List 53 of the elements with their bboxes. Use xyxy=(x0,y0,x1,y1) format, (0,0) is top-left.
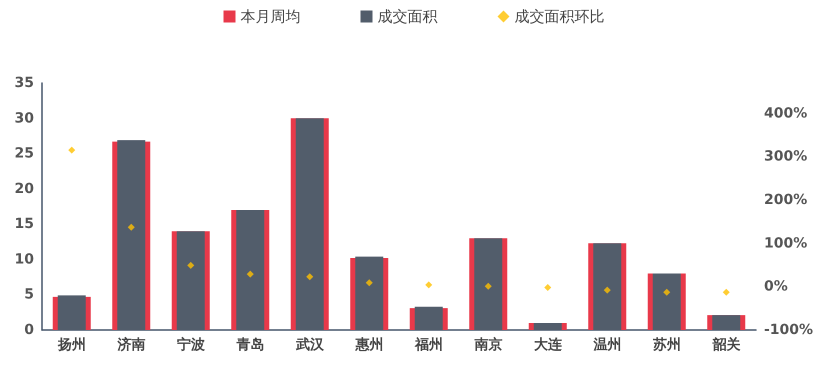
y2-tick-label: 400% xyxy=(764,105,808,122)
y-tick-label: 5 xyxy=(24,286,34,303)
bar xyxy=(414,306,443,330)
x-tick-label: 济南 xyxy=(116,336,146,353)
x-tick-label: 南京 xyxy=(473,336,502,353)
y2-tick-label: 200% xyxy=(764,192,808,208)
x-tick-label: 苏州 xyxy=(652,337,681,353)
bar xyxy=(355,256,384,330)
x-tick-label: 惠州 xyxy=(354,337,384,353)
point xyxy=(663,288,670,296)
y-tick-label: 30 xyxy=(14,110,34,126)
y-tick-label: 25 xyxy=(14,146,34,162)
y-tick-label: 35 xyxy=(14,75,34,91)
x-tick-label: 宁波 xyxy=(176,336,205,353)
x-tick-label: 青岛 xyxy=(235,337,264,353)
legend-label: 成交面积 xyxy=(378,8,438,26)
point xyxy=(187,262,194,269)
point xyxy=(722,288,730,296)
x-tick-label: 武汉 xyxy=(294,337,325,353)
legend-label: 本月周均 xyxy=(240,8,300,26)
bar xyxy=(117,140,146,330)
bar xyxy=(652,274,681,330)
point xyxy=(544,284,552,292)
bar xyxy=(236,210,264,330)
point xyxy=(68,146,76,154)
point xyxy=(425,281,432,288)
y-tick-label: 15 xyxy=(14,216,34,232)
bar xyxy=(176,231,205,330)
point xyxy=(604,286,611,294)
y-tick-label: 20 xyxy=(14,180,34,197)
y2-tick-label: 0% xyxy=(764,278,788,295)
x-tick-label: 韶关 xyxy=(711,336,740,353)
point xyxy=(128,224,135,231)
y2-tick-label: 300% xyxy=(764,148,808,165)
bar xyxy=(296,118,324,330)
bar xyxy=(534,322,562,330)
y2-tick-label: 100% xyxy=(764,235,808,252)
x-tick-label: 大连 xyxy=(534,337,563,353)
bar xyxy=(474,238,502,330)
bar xyxy=(58,295,86,330)
y-tick-label: 0 xyxy=(24,322,34,338)
point xyxy=(484,282,492,290)
point xyxy=(246,270,254,278)
y-tick-label: 10 xyxy=(14,251,34,268)
x-tick-label: 福州 xyxy=(414,336,443,353)
y2-tick-label: -100% xyxy=(764,322,814,338)
x-tick-label: 扬州 xyxy=(56,337,86,353)
point xyxy=(306,273,314,280)
point xyxy=(366,279,373,286)
bar xyxy=(712,315,740,330)
bar xyxy=(593,243,622,330)
legend-label: 成交面积环比 xyxy=(514,8,604,26)
x-tick-label: 温州 xyxy=(592,337,622,353)
